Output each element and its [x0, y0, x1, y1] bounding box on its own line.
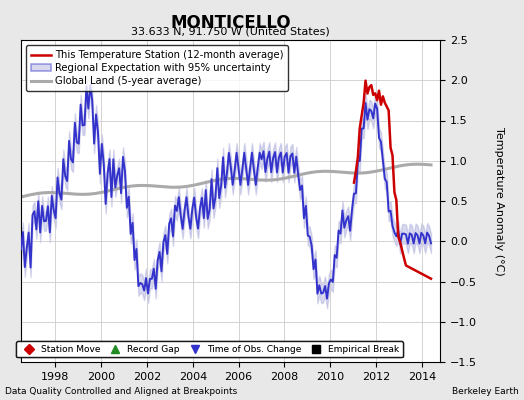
Y-axis label: Temperature Anomaly (°C): Temperature Anomaly (°C) [494, 127, 504, 275]
Text: Berkeley Earth: Berkeley Earth [452, 387, 519, 396]
Text: 33.633 N, 91.750 W (United States): 33.633 N, 91.750 W (United States) [131, 26, 330, 36]
Legend: Station Move, Record Gap, Time of Obs. Change, Empirical Break: Station Move, Record Gap, Time of Obs. C… [16, 341, 403, 358]
Text: MONTICELLO: MONTICELLO [170, 14, 291, 32]
Text: Data Quality Controlled and Aligned at Breakpoints: Data Quality Controlled and Aligned at B… [5, 387, 237, 396]
